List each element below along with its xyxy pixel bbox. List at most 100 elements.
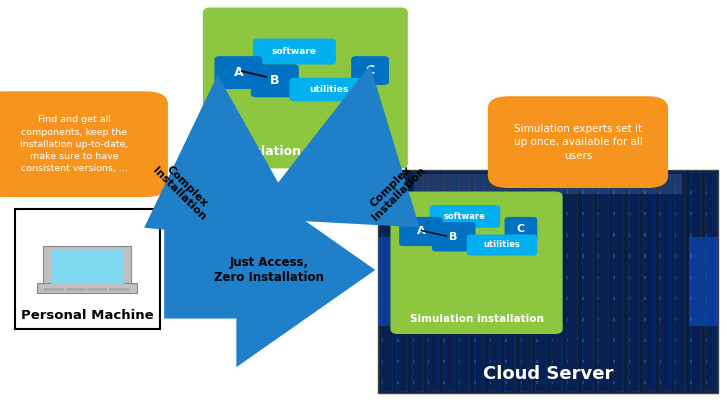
Bar [428, 318, 430, 321]
Bar [552, 212, 553, 216]
Bar [691, 360, 692, 363]
Bar [412, 318, 414, 321]
Bar [474, 276, 475, 279]
Bar [397, 381, 398, 384]
FancyBboxPatch shape [254, 39, 335, 64]
Bar [691, 381, 692, 384]
Bar [382, 297, 383, 300]
Bar [382, 318, 383, 321]
Bar [412, 381, 414, 384]
Bar [443, 254, 445, 258]
Bar [397, 339, 398, 342]
Bar [675, 339, 677, 342]
Bar [443, 276, 445, 279]
FancyBboxPatch shape [0, 92, 167, 196]
Bar [582, 276, 584, 279]
Bar [428, 339, 430, 342]
Bar [535, 172, 546, 391]
Bar [490, 276, 491, 279]
Text: Simulation Installation: Simulation Installation [226, 145, 385, 158]
Bar [536, 191, 537, 194]
Bar [505, 276, 507, 279]
Bar [382, 381, 383, 384]
Bar [598, 381, 599, 384]
Bar [706, 360, 707, 363]
Bar [505, 339, 507, 342]
Bar [378, 236, 407, 326]
Bar [582, 318, 584, 321]
Bar [428, 297, 430, 300]
Bar [505, 233, 507, 236]
Bar [50, 250, 124, 284]
Bar [458, 172, 469, 391]
Text: B: B [270, 74, 280, 87]
Bar [536, 318, 537, 321]
Bar [675, 254, 677, 258]
Bar [397, 318, 398, 321]
Bar [644, 339, 646, 342]
Bar [459, 276, 460, 279]
Bar [614, 360, 615, 363]
Bar [397, 254, 398, 258]
Bar [474, 360, 475, 363]
Bar [706, 297, 707, 300]
Bar [427, 172, 438, 391]
Bar [109, 288, 129, 291]
Bar [659, 297, 661, 300]
Bar [706, 318, 707, 321]
Bar [490, 297, 491, 300]
Bar [691, 191, 692, 194]
Text: Simulation experts set it
up once, available for all
users: Simulation experts set it up once, avail… [513, 124, 643, 161]
Bar [644, 212, 646, 216]
Bar [598, 318, 599, 321]
Text: C: C [366, 64, 374, 77]
Bar [459, 318, 460, 321]
Text: software: software [444, 212, 486, 221]
Text: Simulation installation: Simulation installation [409, 314, 544, 324]
Bar [414, 174, 682, 194]
Bar [397, 191, 398, 194]
Bar [582, 254, 584, 258]
FancyBboxPatch shape [38, 283, 137, 293]
Bar [536, 360, 537, 363]
Bar [474, 381, 475, 384]
Bar [474, 191, 475, 194]
Bar [489, 172, 500, 391]
Bar [598, 360, 599, 363]
Bar [552, 381, 553, 384]
Bar [15, 209, 160, 329]
Bar [582, 297, 584, 300]
Bar [382, 276, 383, 279]
Bar [505, 191, 507, 194]
Bar [691, 318, 692, 321]
Bar [459, 233, 460, 236]
Bar [505, 254, 507, 258]
Bar [505, 381, 507, 384]
Text: A: A [233, 66, 244, 79]
Bar [443, 339, 445, 342]
Bar [474, 297, 475, 300]
Bar [505, 212, 507, 216]
Bar [382, 212, 383, 216]
Bar [490, 318, 491, 321]
Bar [397, 233, 398, 236]
Bar [412, 360, 414, 363]
Bar [567, 276, 569, 279]
Bar [474, 318, 475, 321]
Bar [397, 360, 398, 363]
Text: B: B [449, 232, 458, 242]
Bar [443, 297, 445, 300]
Bar [428, 360, 430, 363]
Bar [428, 254, 430, 258]
Bar [644, 360, 646, 363]
FancyBboxPatch shape [433, 223, 475, 251]
Bar [567, 233, 569, 236]
Text: Find and get all
components, keep the
installation up-to-date,
make sure to have: Find and get all components, keep the in… [20, 115, 129, 173]
Bar [490, 233, 491, 236]
Bar [582, 191, 584, 194]
Bar [396, 172, 407, 391]
Bar [675, 212, 677, 216]
Bar [505, 172, 515, 391]
Bar [690, 172, 701, 391]
Bar [474, 339, 475, 342]
